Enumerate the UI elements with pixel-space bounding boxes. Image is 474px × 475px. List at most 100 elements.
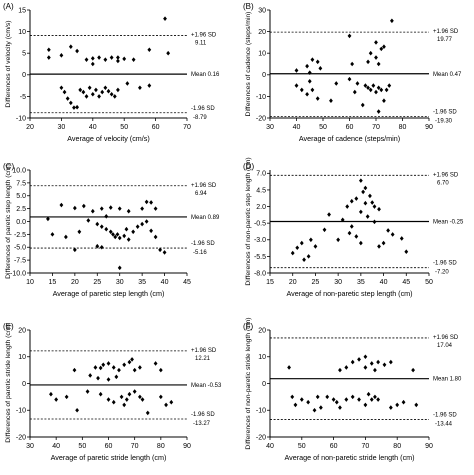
y-axis-title: Differences of cadence (steps/min)	[245, 12, 252, 117]
data-point	[46, 47, 51, 53]
x-tick-label: 80	[157, 443, 165, 450]
data-point	[81, 89, 86, 95]
data-point	[360, 102, 365, 108]
data-point	[90, 91, 95, 97]
x-tick-label: 50	[298, 443, 306, 450]
panel-label: (B)	[243, 2, 254, 11]
data-point	[153, 234, 158, 240]
upper-limit-value: 6.94	[195, 191, 207, 197]
data-point	[138, 365, 142, 370]
x-axis-title: Average of paretic stride length (cm)	[51, 453, 167, 462]
data-point	[377, 206, 381, 212]
data-point	[287, 365, 291, 370]
data-point	[290, 250, 295, 256]
data-point	[379, 46, 384, 52]
y-tick-label: -10	[16, 408, 26, 415]
data-point	[147, 47, 152, 53]
data-point	[96, 375, 100, 381]
y-tick-label: 0	[262, 381, 266, 388]
y-tick-label: 2.0	[256, 204, 266, 211]
data-point	[98, 365, 103, 371]
data-point	[138, 394, 142, 400]
data-point	[59, 53, 64, 58]
panel-label: (A)	[3, 2, 14, 11]
data-point	[308, 237, 313, 243]
x-tick-label: 15	[266, 279, 274, 286]
data-point	[106, 377, 111, 382]
data-point	[50, 232, 55, 237]
y-tick-label: 10	[18, 29, 26, 36]
data-point	[315, 59, 320, 65]
lower-limit-label: -1.96 SD	[191, 106, 215, 112]
data-point	[379, 87, 384, 93]
data-point	[372, 219, 377, 225]
data-point	[95, 243, 100, 249]
data-point	[350, 359, 355, 365]
data-point	[109, 91, 114, 97]
x-tick-label: 50	[319, 124, 327, 131]
data-point	[294, 68, 299, 73]
y-tick-label: -20	[16, 434, 26, 441]
mean-label: Mean 0.89	[191, 215, 220, 221]
data-point	[354, 196, 359, 201]
x-tick-label: 20	[71, 279, 79, 286]
chart-panel-2: -20 -10 0 10 20 30 30 40 50 60 70 80 90 +1.96 SD 19.77…	[243, 2, 462, 143]
data-point	[357, 357, 361, 362]
data-point	[138, 85, 142, 91]
data-point	[387, 83, 392, 88]
data-point	[153, 361, 158, 366]
upper-limit-label: +1.96 SD	[191, 183, 217, 189]
chart-panel-6: -20 -10 0 10 20 40 50 60 70 80 90 +1.96 SD 17.04 Mean…	[243, 317, 462, 462]
data-point	[340, 217, 345, 223]
data-point	[363, 402, 368, 408]
data-point	[370, 200, 375, 205]
data-point	[363, 200, 368, 206]
data-point	[126, 208, 131, 214]
data-point	[365, 214, 370, 219]
x-tick-label: 40	[52, 443, 60, 450]
data-point	[345, 204, 350, 209]
data-point	[164, 402, 168, 408]
data-point	[68, 44, 73, 50]
data-point	[49, 391, 53, 397]
data-point	[115, 232, 120, 237]
data-point	[112, 94, 117, 99]
y-tick-label: 20	[258, 29, 266, 36]
data-point	[373, 367, 377, 373]
data-point	[401, 399, 406, 405]
x-tick-label: 20	[26, 124, 34, 131]
lower-limit-value: -8.79	[193, 115, 207, 121]
y-tick-label: -10.0	[10, 270, 26, 277]
y-axis-title: Differences of velocity (cm/s)	[5, 20, 12, 107]
x-tick-label: 30	[26, 443, 34, 450]
y-tick-label: 0	[22, 381, 26, 388]
data-point	[306, 254, 311, 259]
data-point	[63, 234, 68, 240]
data-point	[117, 206, 122, 211]
data-point	[329, 98, 333, 104]
data-point	[64, 394, 69, 400]
data-point	[382, 362, 387, 368]
upper-limit-label: +1.96 SD	[433, 29, 459, 35]
data-point	[390, 232, 395, 237]
y-tick-label: 15	[18, 7, 26, 14]
data-point	[376, 85, 381, 91]
x-tick-label: 35	[138, 279, 146, 286]
data-point	[62, 89, 67, 95]
data-point	[78, 87, 83, 93]
data-point	[376, 359, 381, 365]
y-axis-title: Differences of paretic stride length (cm…	[5, 324, 12, 443]
data-point	[414, 402, 419, 408]
y-tick-label: -8.0	[254, 270, 266, 277]
x-tick-label: 90	[183, 443, 191, 450]
data-point	[306, 399, 311, 405]
x-tick-label: 35	[357, 279, 365, 286]
data-point	[357, 397, 361, 402]
x-tick-label: 40	[89, 124, 97, 131]
data-point	[103, 57, 108, 62]
data-point	[145, 410, 150, 416]
y-tick-label: -5.0	[14, 245, 26, 252]
data-point	[122, 362, 127, 368]
data-point	[149, 200, 154, 205]
data-point	[310, 87, 315, 93]
